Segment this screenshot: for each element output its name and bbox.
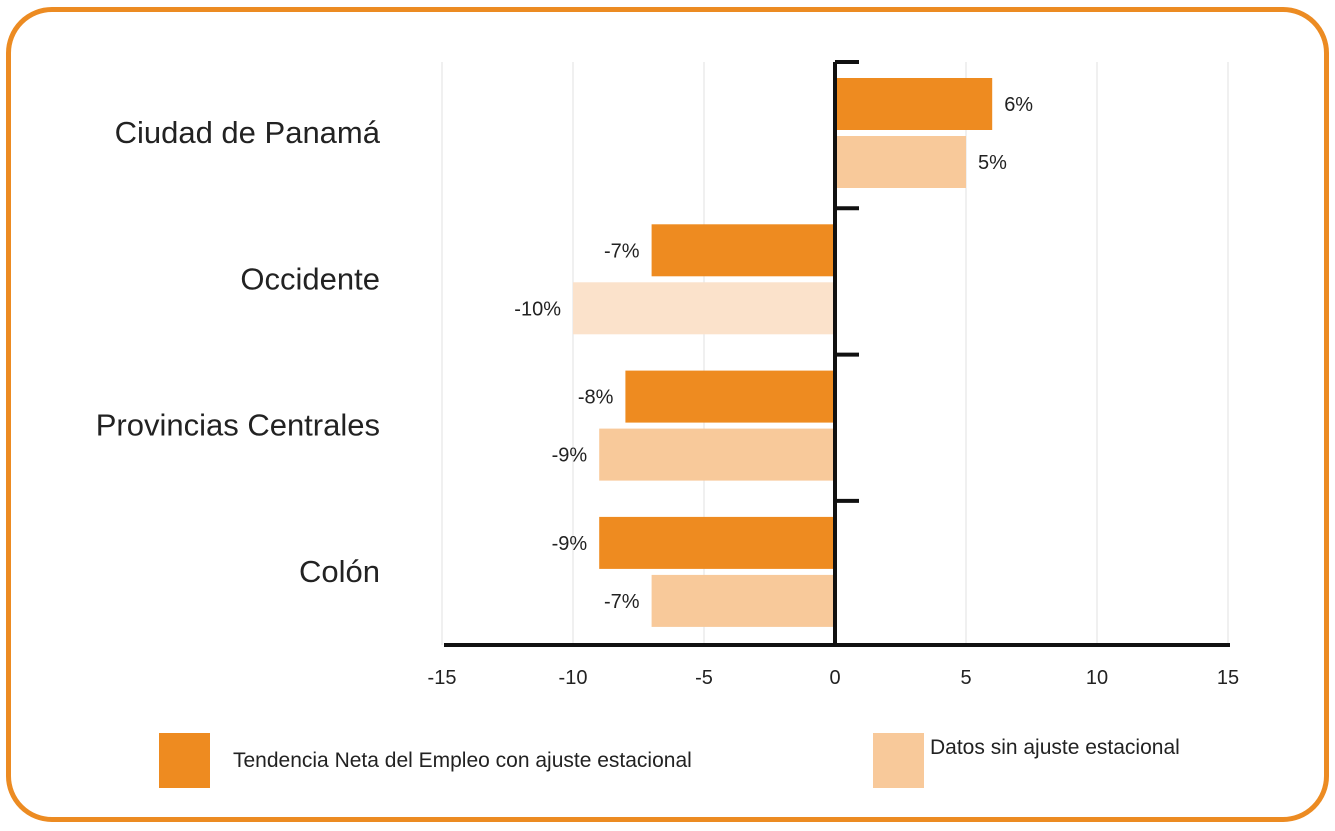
legend-label-adjusted: Tendencia Neta del Empleo con ajuste est… [233,748,692,772]
bar [651,574,835,627]
data-label: 6% [1004,94,1033,116]
data-label: -7% [604,240,640,262]
bar [599,428,835,481]
legend-label-unadjusted: Datos sin ajuste estacional [930,736,1180,759]
bar [835,136,966,188]
category-label: Provincias Centrales [96,408,380,443]
bar [835,78,993,130]
data-label: -9% [552,445,588,467]
category-label: Occidente [240,261,380,296]
legend-swatch-adjusted [159,733,210,788]
data-label: -8% [578,387,614,409]
data-label: -10% [514,298,561,320]
x-tick-label: 5 [960,667,971,689]
bar [651,224,835,277]
chart-frame [6,7,1329,822]
x-tick-label: 15 [1217,667,1239,689]
data-label: -7% [604,591,640,613]
legend-item-adjusted: Tendencia Neta del Empleo con ajuste est… [159,733,692,788]
x-tick-label: 0 [829,667,840,689]
x-tick-label: -5 [695,667,713,689]
data-label: 5% [978,152,1007,174]
x-tick-label: 10 [1086,667,1108,689]
data-label: -9% [552,533,588,555]
bar [599,516,835,569]
legend-item-unadjusted: Datos sin ajuste estacional [873,733,1180,788]
x-tick-label: -15 [428,667,457,689]
x-tick-label: -10 [559,667,588,689]
category-label: Ciudad de Panamá [115,115,381,150]
category-label: Colón [299,554,380,589]
bar [573,282,835,335]
bar [625,370,835,423]
legend-swatch-unadjusted [873,733,924,788]
